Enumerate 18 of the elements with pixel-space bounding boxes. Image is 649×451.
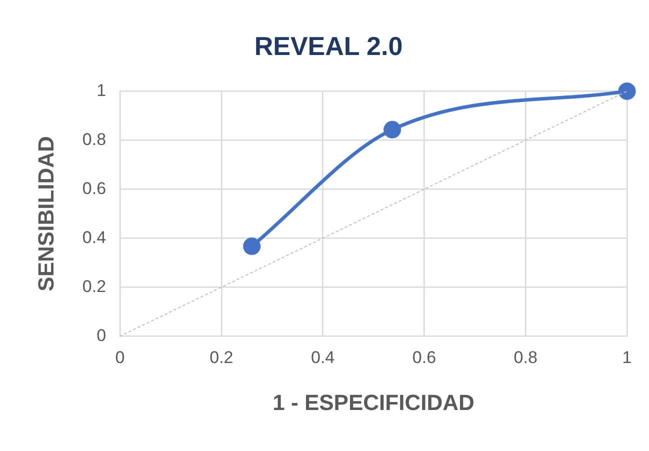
point <box>384 120 402 138</box>
y-tick-label: 0 <box>96 326 106 345</box>
x-tick-label: 0.2 <box>210 348 234 368</box>
x-tick-label: 1 <box>622 348 632 368</box>
x-tick-label: 0.8 <box>514 348 538 368</box>
y-tick-label: 1 <box>96 80 106 100</box>
point <box>618 82 636 100</box>
x-tick-label: 0 <box>115 348 125 368</box>
y-tick-label: 0.4 <box>82 228 106 247</box>
point <box>243 238 261 256</box>
x-tick-label: 0.4 <box>311 348 335 368</box>
x-tick-label: 0.6 <box>412 348 436 368</box>
y-tick-label: 0.8 <box>82 130 106 149</box>
chart-title: REVEAL 2.0 <box>254 30 403 61</box>
y-tick-label: 0.2 <box>82 276 106 296</box>
y-tick-label: 0.6 <box>82 178 106 198</box>
x-axis-title: 1 - ESPECIFICIDAD <box>272 390 474 415</box>
y-axis-title: SENSIBILIDAD <box>33 136 58 292</box>
